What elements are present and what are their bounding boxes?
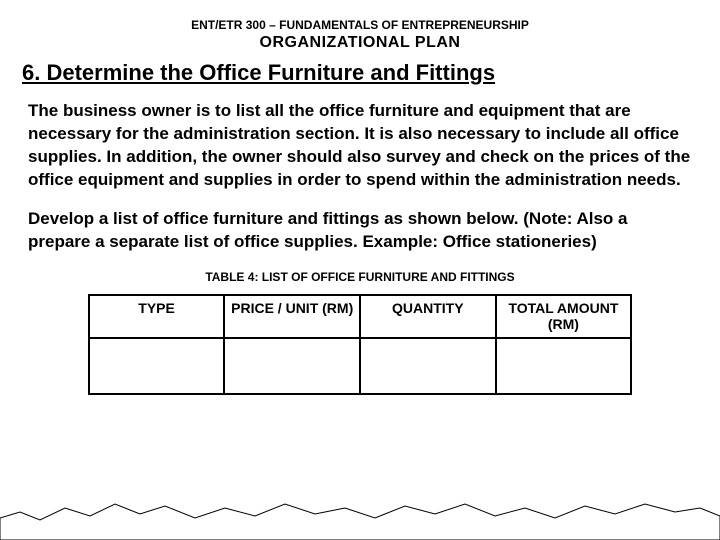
cell-quantity <box>360 338 496 394</box>
paragraph-intro: The business owner is to list all the of… <box>28 100 692 192</box>
paragraph-instruction: Develop a list of office furniture and f… <box>28 208 692 254</box>
plan-title: ORGANIZATIONAL PLAN <box>28 34 692 52</box>
cell-total <box>496 338 632 394</box>
table-row <box>89 338 631 394</box>
torn-edge-decoration <box>0 490 720 540</box>
furniture-table: TYPE PRICE / UNIT (RM) QUANTITY TOTAL AM… <box>88 294 632 396</box>
col-quantity: QUANTITY <box>360 295 496 339</box>
cell-type <box>89 338 225 394</box>
col-total: TOTAL AMOUNT (RM) <box>496 295 632 339</box>
cell-price <box>224 338 360 394</box>
table-header-row: TYPE PRICE / UNIT (RM) QUANTITY TOTAL AM… <box>89 295 631 339</box>
section-heading: 6. Determine the Office Furniture and Fi… <box>22 60 692 86</box>
col-price: PRICE / UNIT (RM) <box>224 295 360 339</box>
col-type: TYPE <box>89 295 225 339</box>
table-caption: TABLE 4: LIST OF OFFICE FURNITURE AND FI… <box>28 270 692 284</box>
course-code: ENT/ETR 300 – FUNDAMENTALS OF ENTREPRENE… <box>28 18 692 32</box>
